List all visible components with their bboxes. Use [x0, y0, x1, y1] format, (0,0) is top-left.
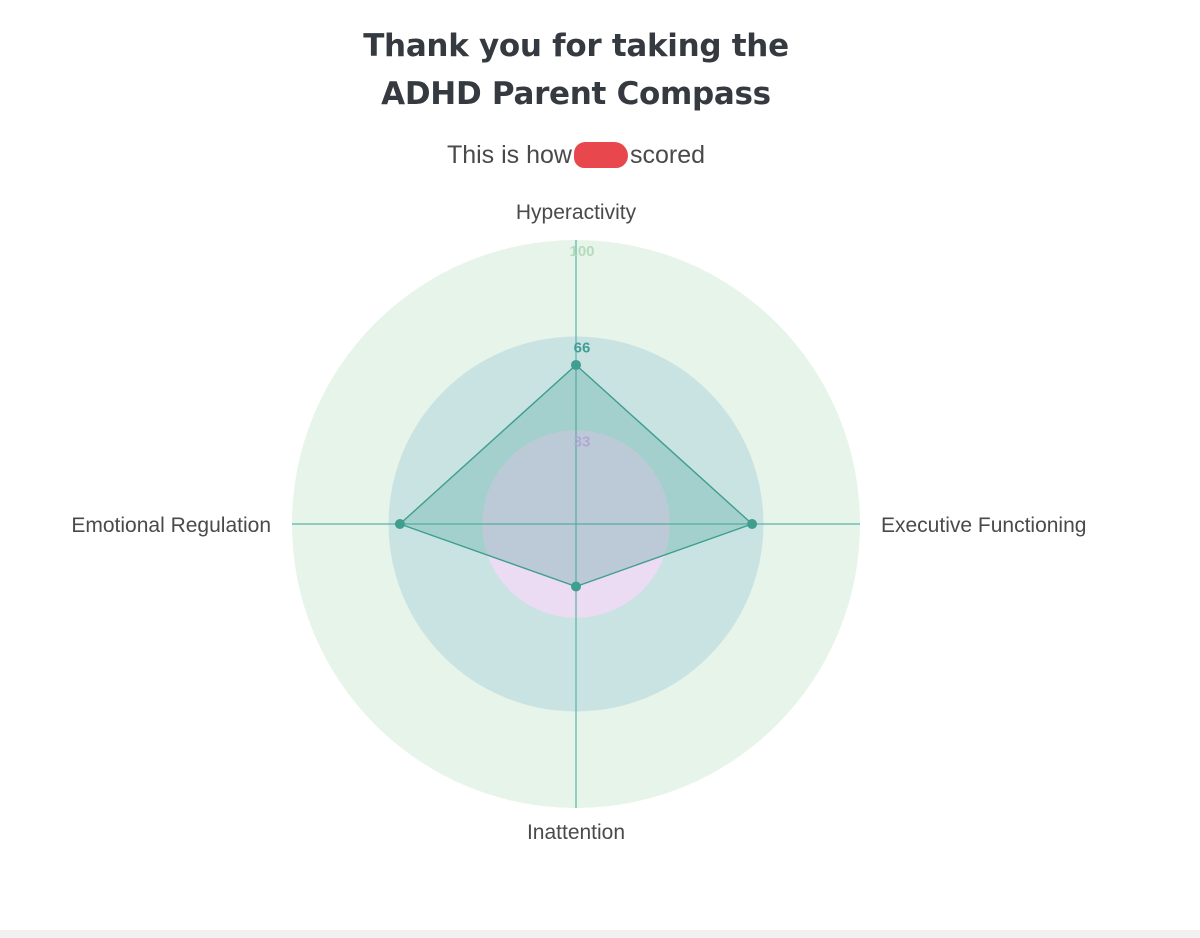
- page-title-line-1: Thank you for taking the: [363, 28, 789, 64]
- radar-series: [394, 359, 758, 592]
- radar-axis-label-inattention: Inattention: [527, 821, 625, 844]
- radar-tick-label-33: 33: [574, 433, 591, 450]
- radar-axis-label-executive-functioning: Executive Functioning: [881, 514, 1086, 537]
- subtitle-prefix: This is how: [446, 141, 572, 169]
- radar-axis-labels: Hyperactivity Executive Functioning Inatte…: [71, 201, 1086, 844]
- radar-chart: 100 66 33 Hyperactivity Executive Functioni…: [71, 201, 1086, 844]
- page-subtitle: This is how scored: [0, 139, 1152, 171]
- radar-axis-label-hyperactivity: Hyperactivity: [516, 201, 637, 224]
- radar-point-inattention: [571, 581, 581, 592]
- radar-point-executive-functioning: [747, 519, 758, 529]
- radar-tick-label-100: 100: [569, 243, 594, 260]
- subtitle-suffix: scored: [630, 141, 706, 169]
- radar-axes: [292, 240, 860, 808]
- page-title-line-2: ADHD Parent Compass: [381, 76, 771, 112]
- radar-tick-label-66: 66: [574, 340, 591, 357]
- radar-tick-labels: 100 66 33: [569, 243, 594, 450]
- redacted-name: [574, 142, 628, 168]
- bottom-divider: [0, 930, 1200, 938]
- radar-point-hyperactivity: [571, 359, 581, 370]
- radar-axis-label-emotional-regulation: Emotional Regulation: [71, 514, 271, 537]
- page-title: Thank you for taking the ADHD Parent Com…: [0, 22, 1152, 118]
- radar-point-emotional-regulation: [394, 519, 405, 529]
